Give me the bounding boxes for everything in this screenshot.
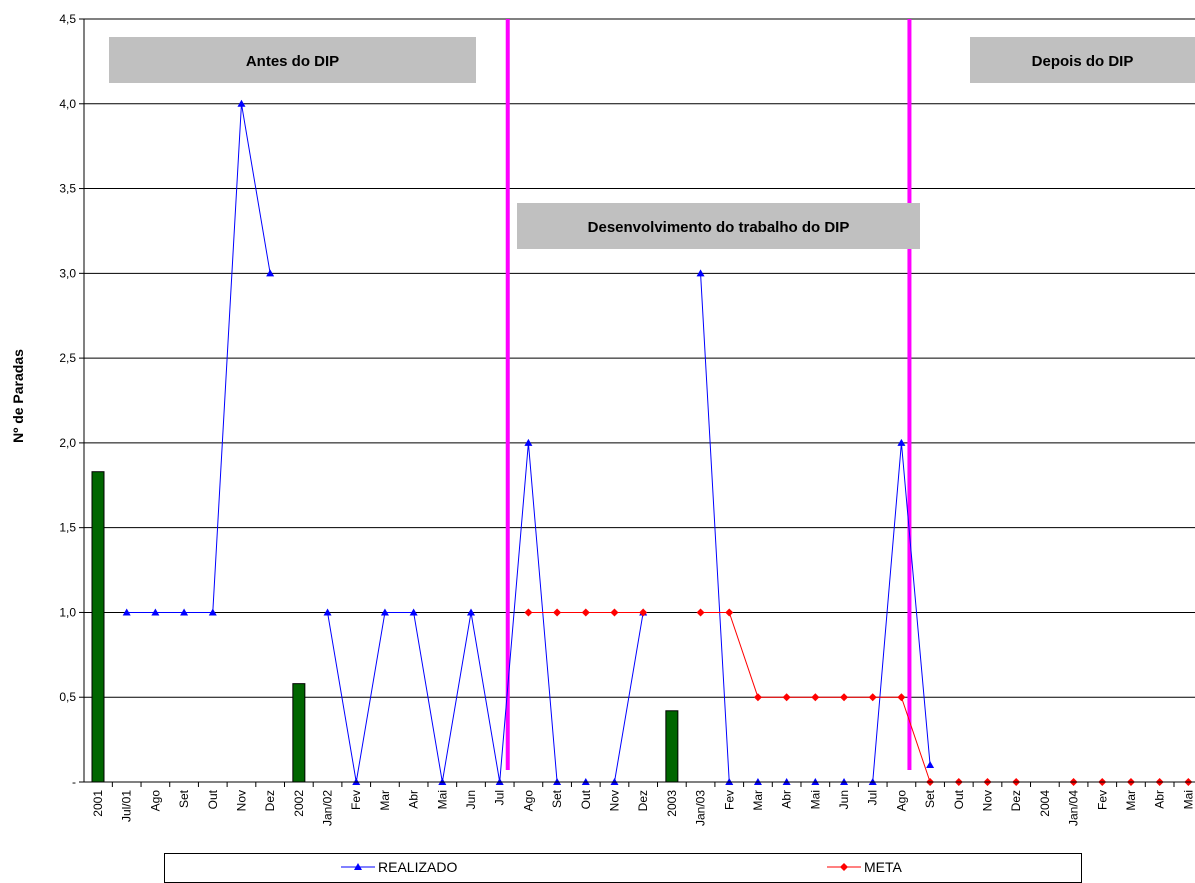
y-tick-label: 4,5	[59, 12, 76, 26]
x-tick-label: Ago	[521, 790, 535, 812]
point-realizado	[208, 608, 217, 616]
annotations: Antes do DIP Desenvolvimento do trabalho …	[109, 37, 1195, 249]
point-meta	[725, 608, 734, 617]
y-tick-label: -	[72, 775, 76, 789]
bar	[91, 471, 105, 783]
x-tick-label: Set	[550, 789, 564, 808]
x-tick-label: Jan/04	[1067, 790, 1081, 826]
series-line-realizado	[126, 103, 271, 613]
point-realizado	[409, 608, 418, 616]
point-realizado	[380, 608, 389, 616]
annotation-label: Depois do DIP	[1032, 53, 1134, 70]
point-meta	[696, 608, 705, 617]
x-tick-label: Mar	[751, 790, 765, 811]
x-tick-label: Mai	[435, 790, 449, 809]
x-tick-label: Dez	[1009, 790, 1023, 811]
point-realizado	[151, 608, 160, 616]
x-tick-label: Abr	[1153, 790, 1167, 809]
point-realizado	[237, 99, 246, 107]
x-tick-label: 2001	[91, 790, 105, 817]
x-tick-label: Dez	[263, 790, 277, 811]
point-realizado	[696, 269, 705, 277]
x-tick-label: Mai	[808, 790, 822, 809]
x-tick-label: Mar	[1124, 790, 1138, 811]
y-tick-label: 2,0	[59, 436, 76, 450]
x-tick-label: Nov	[234, 790, 248, 811]
x-tick-label: 2003	[665, 790, 679, 817]
annotation-label: Antes do DIP	[246, 53, 339, 70]
legend-marker-meta	[827, 863, 861, 871]
legend-marker-realizado	[341, 863, 375, 870]
x-tick-label: Mai	[1181, 790, 1195, 809]
legend-label-realizado: REALIZADO	[378, 859, 458, 875]
y-axis-label: Nº de Paradas	[10, 349, 26, 443]
point-realizado	[926, 761, 935, 769]
annotation-box	[109, 37, 476, 83]
x-tick-label: 2004	[1038, 790, 1052, 817]
x-tick-label: Out	[206, 789, 220, 809]
point-meta	[811, 693, 820, 702]
legend-item-realizado: REALIZADO	[341, 858, 457, 876]
x-tick-label: Jul	[866, 790, 880, 805]
y-tick-label: 4,0	[59, 97, 76, 111]
x-tick-label: Jul	[493, 790, 507, 805]
bar	[665, 710, 679, 783]
point-realizado	[467, 608, 476, 616]
legend-item-meta: META	[827, 858, 902, 876]
x-tick-label: Ago	[894, 790, 908, 812]
y-tick-label: 3,0	[59, 266, 76, 280]
annotation-box	[970, 37, 1195, 83]
x-tick-label: Jun	[464, 790, 478, 809]
y-tick-label: 2,5	[59, 351, 76, 365]
point-meta	[868, 693, 877, 702]
x-tick-label: Nov	[607, 790, 621, 811]
x-tick-label: 2002	[292, 790, 306, 817]
y-tick-label: 0,5	[59, 690, 76, 704]
y-tick-label: 1,0	[59, 605, 76, 619]
point-realizado	[266, 269, 275, 277]
x-tick-label: Jun	[837, 790, 851, 809]
point-realizado	[122, 608, 131, 616]
point-meta	[840, 693, 849, 702]
gridlines	[84, 18, 1195, 698]
x-tick-label: Set	[923, 789, 937, 808]
x-tick-label: Dez	[636, 790, 650, 811]
point-meta	[639, 608, 648, 617]
annotation-box	[517, 203, 920, 249]
x-tick-label: Fev	[722, 790, 736, 810]
x-tick-label: Out	[952, 789, 966, 809]
bar	[292, 683, 306, 783]
point-meta	[897, 693, 906, 702]
x-tick-label: Fev	[349, 790, 363, 810]
point-realizado	[524, 438, 533, 446]
point-realizado	[180, 608, 189, 616]
x-tick-label: Set	[177, 789, 191, 808]
x-tick-label: Fev	[1095, 790, 1109, 810]
x-tick-label: Jan/03	[694, 790, 708, 826]
x-tick-label: Ago	[148, 790, 162, 812]
x-tick-label: Jul/01	[120, 790, 134, 822]
point-meta	[524, 608, 533, 617]
axes: - 0,5 1,0 1,5 2,0 2,5 3,0 3,5 4,0 4,5 2001 Jul/01 Ag…	[59, 12, 1195, 826]
point-meta	[553, 608, 562, 617]
annotation-label: Desenvolvimento do trabalho do DIP	[588, 219, 850, 236]
x-tick-label: Mar	[378, 790, 392, 811]
phase-lines	[505, 19, 912, 770]
x-tick-label: Jan/02	[321, 790, 335, 826]
bars	[91, 471, 679, 783]
point-realizado	[323, 608, 332, 616]
point-meta	[782, 693, 791, 702]
point-meta	[753, 693, 762, 702]
point-meta	[581, 608, 590, 617]
x-tick-label: Abr	[407, 790, 421, 809]
y-tick-label: 3,5	[59, 182, 76, 196]
y-tick-label: 1,5	[59, 521, 76, 535]
point-meta	[610, 608, 619, 617]
x-tick-label: Out	[579, 789, 593, 809]
x-tick-label: Nov	[980, 790, 994, 811]
x-tick-label: Abr	[780, 790, 794, 809]
point-realizado	[897, 438, 906, 446]
legend-label-meta: META	[864, 859, 902, 875]
